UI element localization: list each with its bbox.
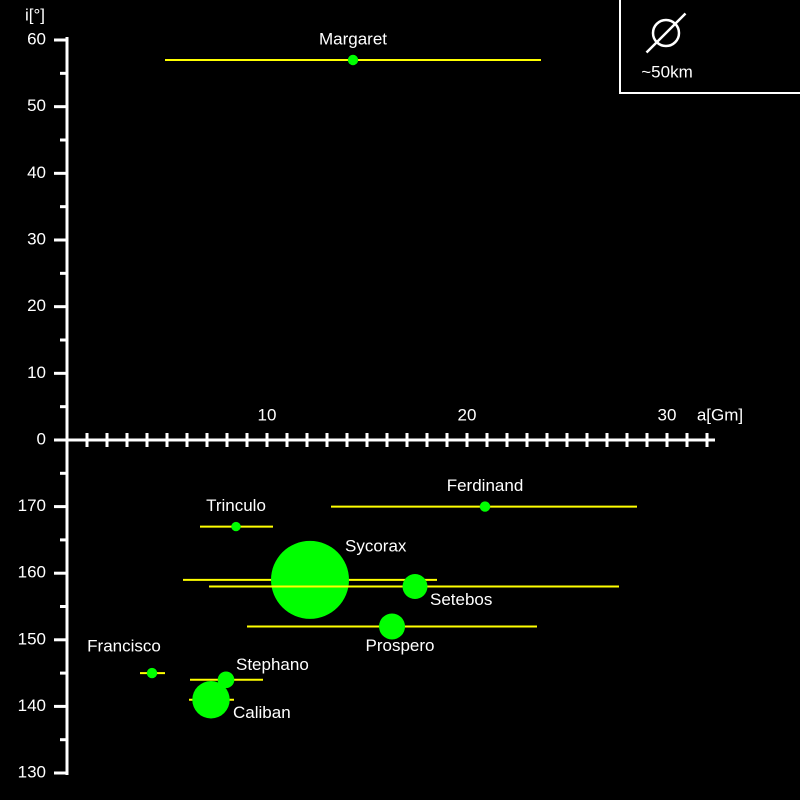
moon (192, 681, 230, 719)
moon (271, 540, 349, 619)
moon-label: Caliban (233, 703, 291, 722)
moon (379, 613, 405, 640)
moon (347, 54, 359, 66)
legend-symbol (651, 18, 681, 48)
moon-label: Prospero (366, 636, 435, 655)
moon-label: Ferdinand (447, 476, 524, 495)
y-axis-label: i[°] (25, 5, 45, 24)
y-tick-label: 130 (18, 762, 46, 781)
moon (217, 671, 235, 689)
y-tick-label: 60 (27, 29, 46, 48)
moon-label: Sycorax (345, 536, 407, 555)
y-tick-label: 40 (27, 163, 46, 182)
y-tick-label: 30 (27, 229, 46, 248)
x-tick-label: 10 (258, 405, 277, 424)
x-tick-label: 30 (658, 405, 677, 424)
y-tick-label: 50 (27, 96, 46, 115)
legend-slash (645, 12, 687, 54)
moon-label: Francisco (87, 637, 161, 656)
moon-label: Margaret (319, 29, 387, 48)
moon-label: Stephano (236, 655, 309, 674)
y-tick-label: 20 (27, 296, 46, 315)
moon (231, 521, 241, 532)
y-tick-label: 0 (37, 429, 46, 448)
x-tick-label: 20 (458, 405, 477, 424)
moon (479, 501, 491, 512)
x-axis-label: a[Gm] (697, 405, 743, 424)
moon (402, 574, 428, 600)
moon-label: Setebos (430, 590, 492, 609)
y-tick-label: 160 (18, 563, 46, 582)
y-tick-label: 140 (18, 696, 46, 715)
legend-box (619, 0, 800, 94)
moon (146, 667, 158, 679)
y-tick-label: 10 (27, 363, 46, 382)
y-tick-label: 170 (18, 496, 46, 515)
moon-label: Trinculo (206, 496, 266, 515)
legend-label: ~50km (641, 62, 693, 81)
y-tick-label: 150 (18, 629, 46, 648)
